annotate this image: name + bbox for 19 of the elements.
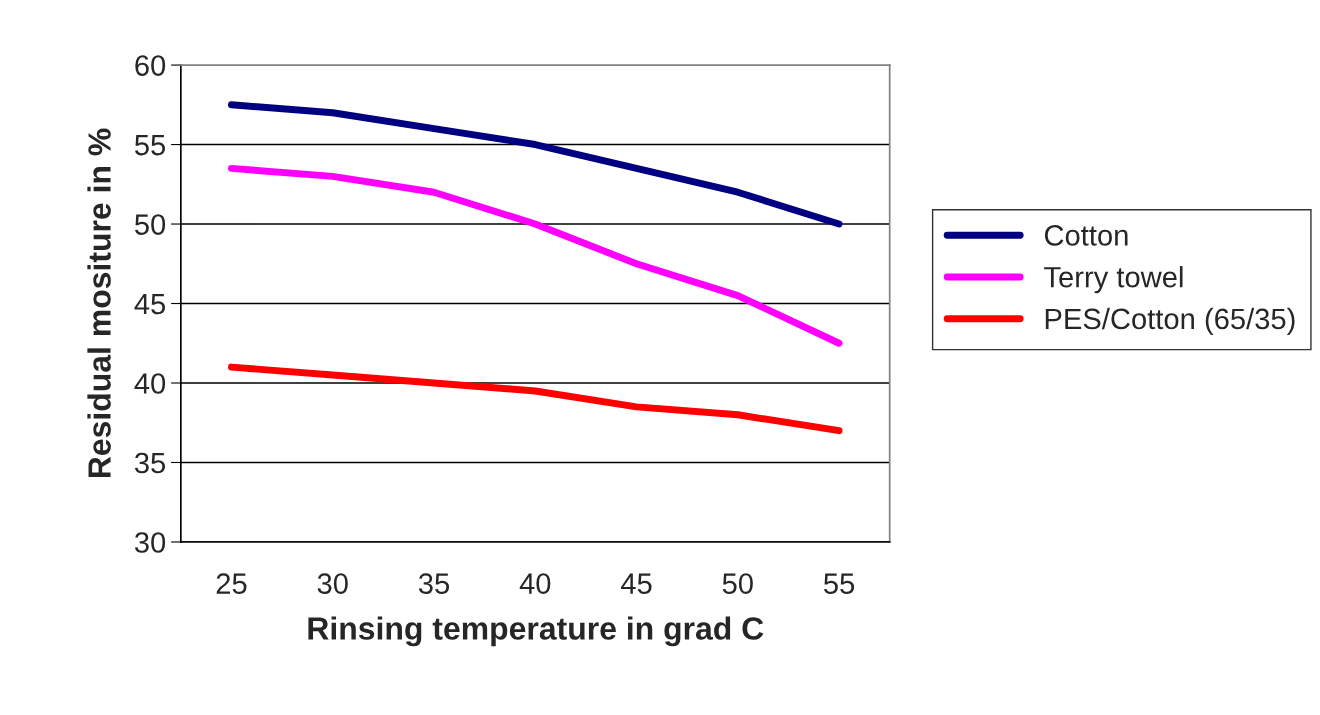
y-tick-label: 60: [135, 55, 166, 76]
x-tick-label: 35: [418, 573, 449, 594]
y-tick-label: 35: [134, 452, 166, 474]
x-tick-label: 50: [722, 573, 753, 594]
y-tick-label: 50: [134, 214, 166, 235]
x-tick-label: 40: [519, 573, 551, 594]
y-tick-label: 30: [134, 532, 166, 553]
legend-label: Terry towel: [1044, 266, 1183, 294]
y-tick-label: 55: [134, 135, 166, 156]
y-axis-title: Residual mositure in %: [87, 128, 111, 478]
x-tick-label: 45: [620, 573, 652, 594]
x-tick-label: 25: [216, 573, 247, 594]
y-tick-label: 40: [134, 373, 166, 394]
legend-label: Cotton: [1044, 225, 1128, 246]
x-tick-label: 30: [317, 573, 348, 594]
x-axis-title: Rinsing temperature in grad C: [308, 616, 764, 647]
y-tick-label: 45: [134, 294, 166, 315]
x-tick-label: 55: [824, 573, 855, 594]
legend-label: PES/Cotton (65/35): [1045, 307, 1295, 336]
